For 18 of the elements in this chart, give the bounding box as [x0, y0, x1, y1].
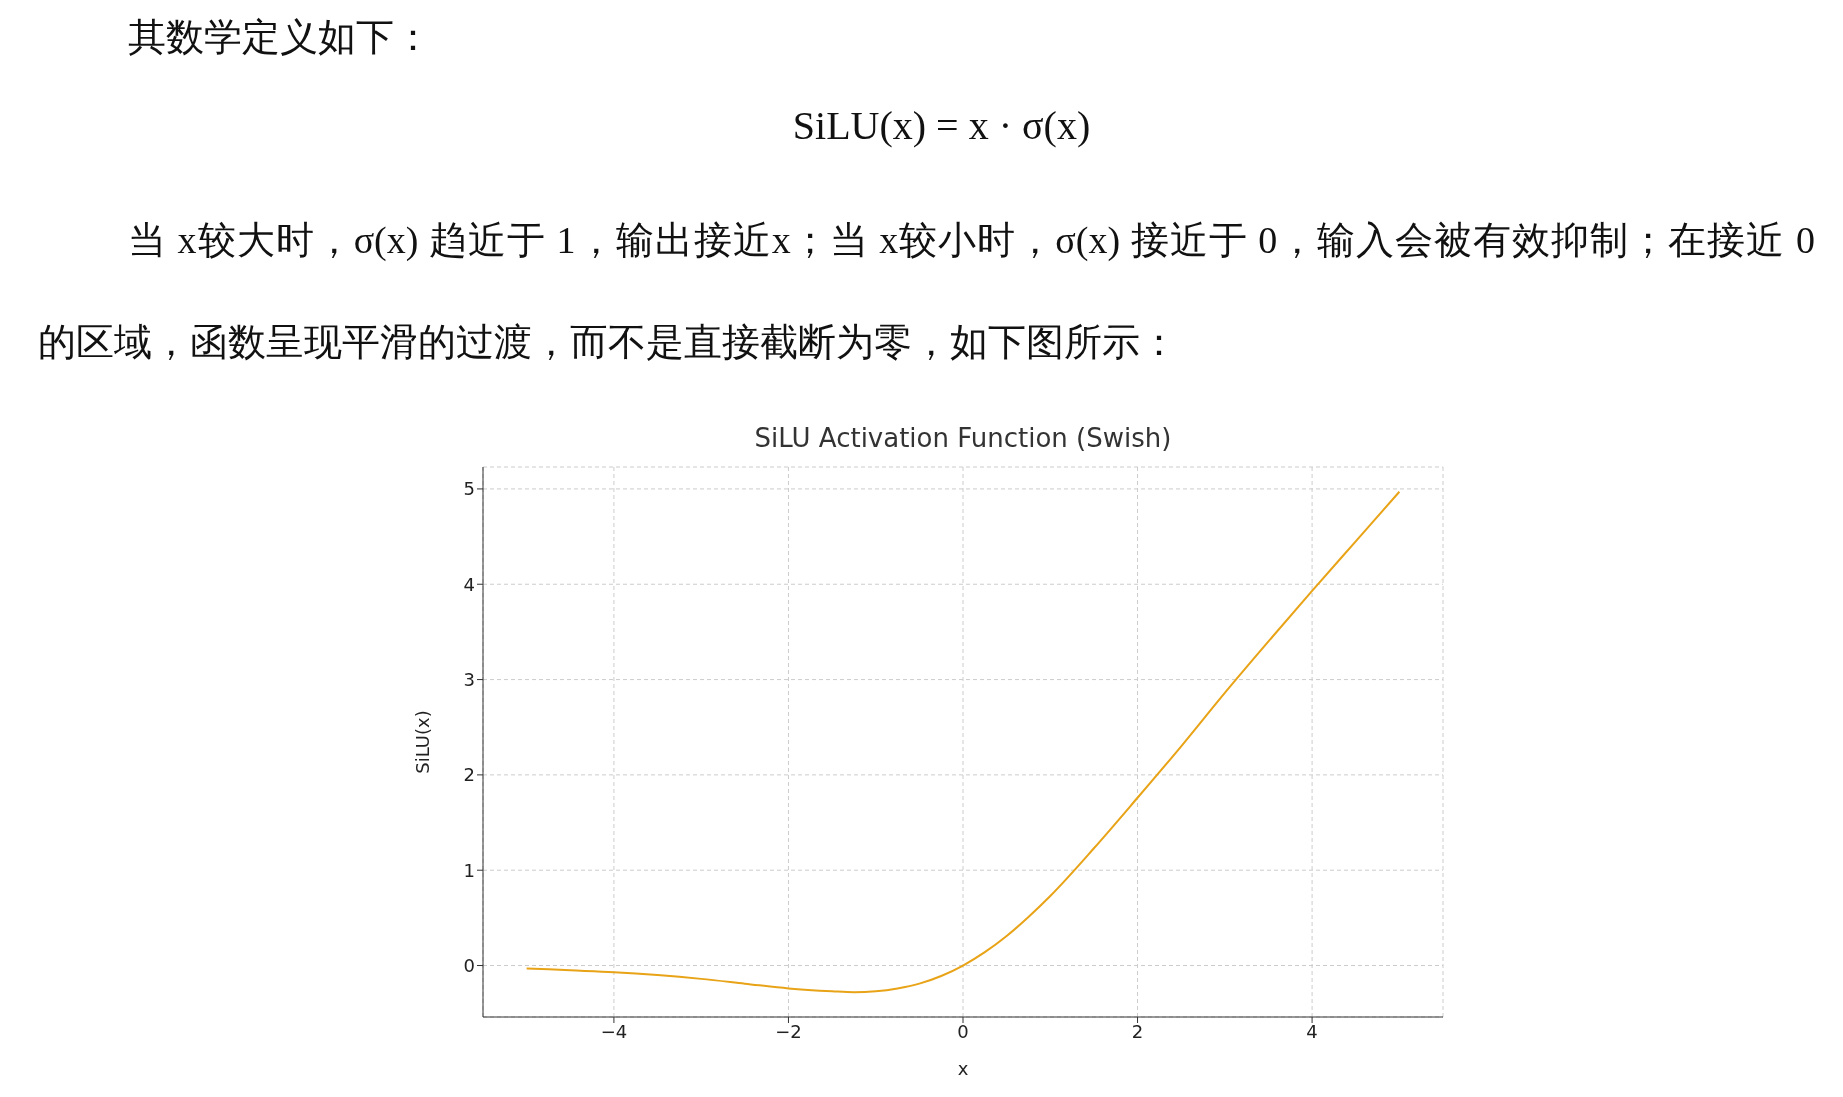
y-tick-label: 0: [463, 954, 475, 976]
y-tick-label: 3: [463, 668, 475, 690]
y-tick-label: 1: [463, 859, 475, 881]
x-axis-title: x: [957, 1058, 969, 1079]
y-tick-label: 2: [463, 764, 475, 786]
y-tick-label: 5: [463, 478, 475, 500]
y-axis-title: SiLU(x): [412, 710, 434, 774]
x-tick-label: 2: [1131, 1020, 1144, 1042]
text: 其数学定义如下：: [127, 15, 433, 60]
x-tick-label: −2: [775, 1020, 802, 1042]
x-tick-label: 0: [957, 1020, 969, 1042]
y-tick-label: 4: [463, 573, 475, 595]
x-tick-label: −4: [600, 1020, 628, 1042]
line-series: [525, 490, 1401, 994]
text: 当 x较大时，σ(x) 趋近于 1，输出接近x；当 x较小时，σ(x) 接近于 0，输入会被有效抑制；在接近 0 的区域，函数呈现平滑的过渡，而不是直接截断为零，如下图所示：: [38, 219, 1815, 363]
text: SiLU(x) = x · σ(x): [791, 102, 1092, 149]
x-tick-label: 4: [1306, 1020, 1318, 1042]
chart-title: SiLU Activation Function (Swish): [753, 423, 1173, 453]
